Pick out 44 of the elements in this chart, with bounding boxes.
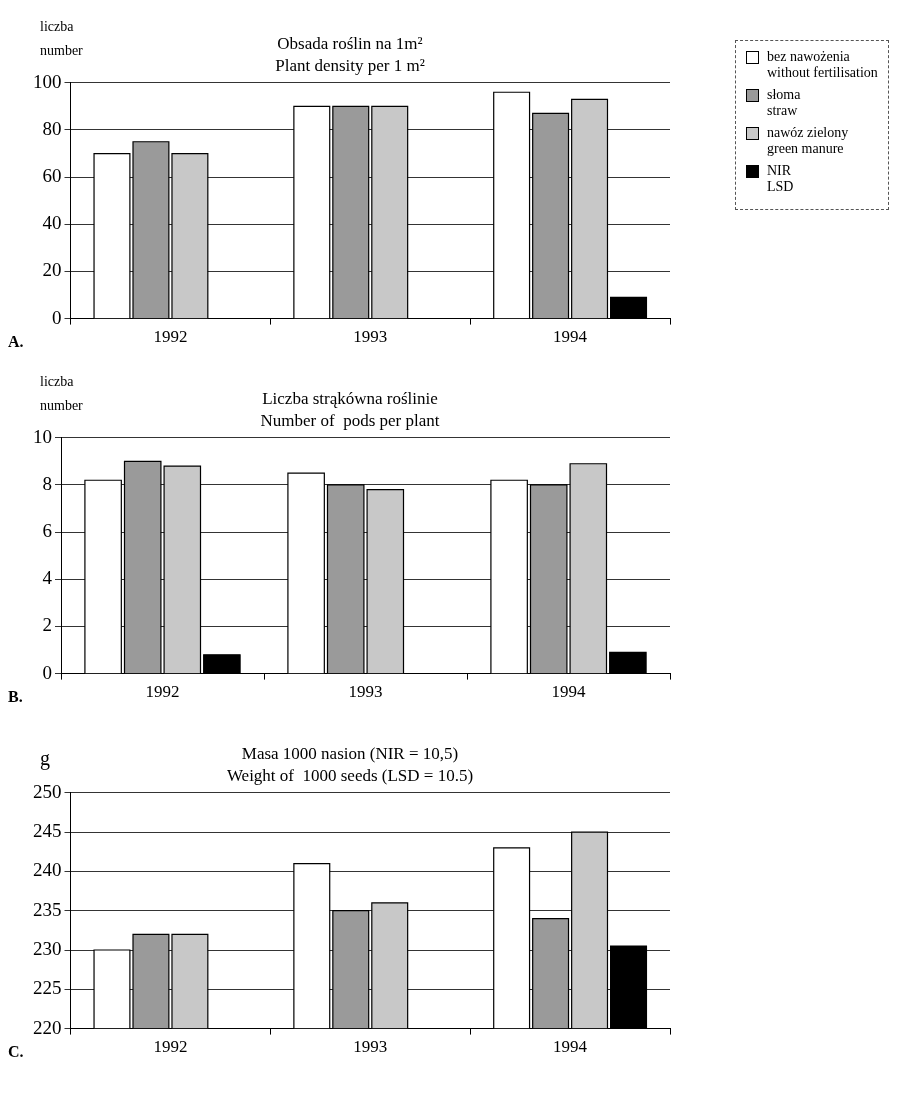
y-tick-label: 235: [33, 898, 62, 920]
legend-label: nawóz zielony green manure: [767, 125, 849, 157]
x-tick-label: 1994: [553, 327, 588, 347]
y-tick-label: 80: [42, 117, 62, 139]
legend-label: słoma straw: [767, 87, 801, 119]
y-tick-label: 40: [42, 212, 62, 234]
text: C.: [8, 1042, 24, 1060]
y-tick-label: 2: [42, 614, 52, 636]
x-tick-label: 1992: [153, 327, 188, 347]
x-tick-label: 1994: [553, 1037, 588, 1057]
legend-label: NIR LSD: [767, 163, 794, 195]
chart-subtitle: Plant density per 1 m²: [275, 56, 425, 76]
y-tick-label: 10: [33, 425, 52, 447]
y-axis-title: liczba number: [40, 18, 84, 58]
y-tick-label: 6: [42, 520, 52, 542]
y-tick-label: 225: [33, 977, 62, 999]
x-tick-label: 1994: [551, 682, 586, 702]
y-tick-label: 250: [33, 780, 62, 802]
y-tick-label: 4: [42, 567, 53, 589]
x-tick-label: 1993: [353, 1037, 388, 1057]
y-tick-label: 8: [42, 472, 52, 494]
y-tick-label: 60: [42, 165, 62, 187]
x-tick-label: 1993: [353, 327, 388, 347]
y-tick-label: 240: [33, 859, 62, 881]
y-axis-title: liczba number: [40, 373, 84, 413]
y-tick-label: 230: [33, 937, 62, 959]
chart-title: Obsada roślin na 1m²: [277, 33, 423, 53]
y-axis-title: g: [40, 746, 50, 770]
x-tick-label: 1993: [348, 682, 383, 702]
chart-subtitle: Weight of 1000 seeds (LSD = 10.5): [226, 766, 474, 786]
y-tick-label: 100: [33, 70, 62, 92]
y-tick-label: 220: [33, 1016, 62, 1038]
legend-label: bez nawożenia without fertilisation: [767, 49, 878, 81]
chart-title: Masa 1000 nasion (NIR = 10,5): [241, 743, 459, 763]
y-tick-label: 20: [42, 259, 62, 281]
chart-title: Liczba strąkówna roślinie: [262, 388, 438, 408]
x-tick-label: 1992: [145, 682, 180, 702]
text: B.: [8, 687, 23, 705]
chart-subtitle: Number of pods per plant: [260, 411, 440, 431]
text: A.: [8, 332, 24, 350]
y-tick-label: 0: [42, 661, 52, 683]
y-tick-label: 0: [52, 306, 62, 328]
y-tick-label: 245: [33, 820, 62, 842]
x-tick-label: 1992: [153, 1037, 188, 1057]
